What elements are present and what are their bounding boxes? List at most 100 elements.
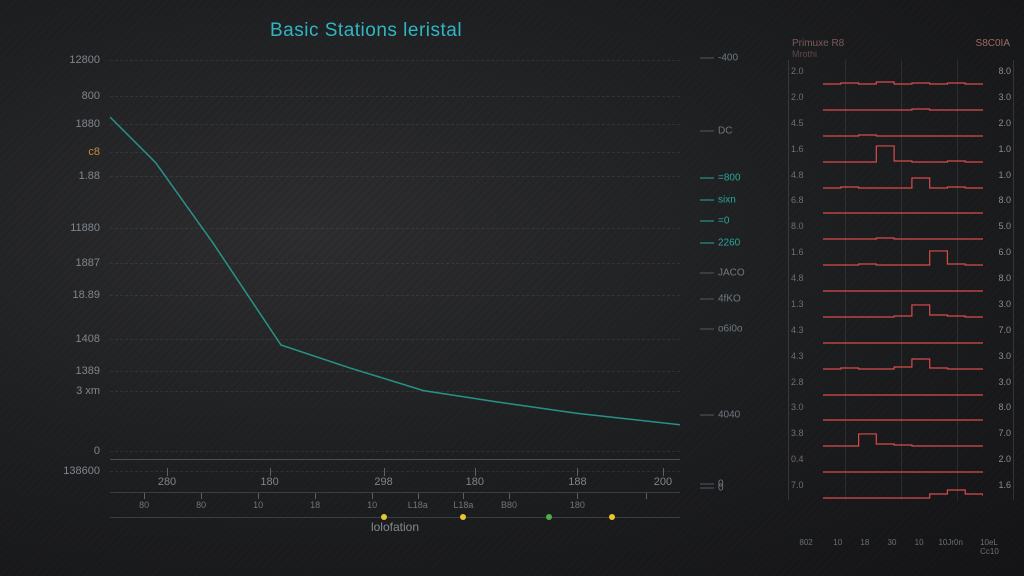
- xtick2-label: 180: [570, 500, 585, 510]
- sparkline-label-right: 3.0: [987, 351, 1011, 361]
- sparkline-row: 4.3 7.0: [789, 319, 1013, 345]
- sparkline-label-right: 8.0: [987, 195, 1011, 205]
- sparkline-xtick: 10: [915, 538, 924, 547]
- sparkline-label-right: 3.0: [987, 299, 1011, 309]
- sparkline-xtick: 10: [833, 538, 842, 547]
- sparkline-label-right: 7.0: [987, 325, 1011, 335]
- xtick2-label: 80: [139, 500, 149, 510]
- sparkline-row: 2.0 8.0: [789, 60, 1013, 86]
- sparkline-label-left: 1.6: [791, 144, 821, 154]
- ytick-label: 18.89: [40, 289, 100, 301]
- mid-label: 2260: [700, 237, 740, 248]
- sparkline-xtick: 18: [860, 538, 869, 547]
- xtick-label: 180: [260, 476, 278, 488]
- sparkline-body: 2.0 8.0 2.0 3.0 4.5 2.0 1.6 1.0 4.8 1.0 6.8 8.0 8.0 5…: [788, 60, 1014, 500]
- ytick-label: 0: [40, 445, 100, 457]
- right-axis-labels: -400DC=800sixn=02260JACO4fKOo6i0o404000: [700, 58, 778, 488]
- sparkline-label-left: 4.5: [791, 118, 821, 128]
- ytick-label: 1408: [40, 333, 100, 345]
- xtick-label: 200: [654, 476, 672, 488]
- sparkline-label-right: 2.0: [987, 454, 1011, 464]
- sparkline-row: 2.83.0: [789, 371, 1013, 397]
- sparkline-row: 1.6 6.0: [789, 241, 1013, 267]
- ytick-label: 3 xm: [40, 385, 100, 397]
- sparkline-label-right: 1.0: [987, 170, 1011, 180]
- sparkline-panel: Primuxe R8 Mrothi S8C0IA 2.0 8.0 2.0 3.0 4.5…: [788, 38, 1014, 538]
- sparkline-xtick: 10eL Cc10: [980, 538, 1003, 556]
- sparkline-row: 8.0 5.0: [789, 215, 1013, 241]
- sparkline-label-left: 3.8: [791, 428, 821, 438]
- ytick-label: 1880: [40, 118, 100, 130]
- sparkline-label-left: 4.3: [791, 325, 821, 335]
- sparkline-row: 4.3 3.0: [789, 345, 1013, 371]
- sparkline-label-left: 2.0: [791, 66, 821, 76]
- sparkline-label-right: 7.0: [987, 428, 1011, 438]
- xtick-label: 280: [158, 476, 176, 488]
- sparkline-row: 4.8 1.0: [789, 164, 1013, 190]
- sparkline-label-right: 8.0: [987, 66, 1011, 76]
- mid-label: -400: [700, 53, 738, 64]
- mid-label: o6i0o: [700, 323, 742, 334]
- xtick-label: 298: [374, 476, 392, 488]
- xtick2-label: 10: [367, 500, 377, 510]
- xtick2-label: 80: [196, 500, 206, 510]
- sparkline-row: 3.8 7.0: [789, 422, 1013, 448]
- mid-label: DC: [700, 126, 732, 137]
- sparkline-label-left: 0.4: [791, 454, 821, 464]
- plot-area: 128008001880c81.8811880188718.8914081389…: [110, 60, 680, 460]
- ytick-label: 800: [40, 90, 100, 102]
- mid-label: sixn: [700, 194, 736, 205]
- xtick2-label: B80: [501, 500, 517, 510]
- sparkline-row: 1.3 3.0: [789, 293, 1013, 319]
- xtick2-label: 18: [310, 500, 320, 510]
- sparkline-label-left: 4.8: [791, 273, 821, 283]
- sparkline-header-left2: Mrothi: [792, 49, 844, 59]
- sparkline-label-left: 4.3: [791, 351, 821, 361]
- sparkline-xtick: 30: [888, 538, 897, 547]
- sparkline-row: 4.5 2.0: [789, 112, 1013, 138]
- sparkline-row: 3.0 8.0: [789, 396, 1013, 422]
- x-axis-secondary: 80 80 10 18 10 L18a L18a B80 180: [110, 492, 680, 518]
- sparkline-label-left: 2.0: [791, 92, 821, 102]
- sparkline-label-right: 5.0: [987, 221, 1011, 231]
- ytick-label: 1.88: [40, 170, 100, 182]
- sparkline-label-left: 8.0: [791, 221, 821, 231]
- sparkline-label-right: 3.0: [987, 377, 1011, 387]
- ytick-label: 1389: [40, 365, 100, 377]
- sparkline-label-right: 1.6: [987, 480, 1011, 490]
- mid-label: =0: [700, 216, 729, 227]
- sparkline-xtick: 10Jr0n: [938, 538, 962, 547]
- sparkline-xtick: 802: [799, 538, 812, 547]
- sparkline-label-left: 1.3: [791, 299, 821, 309]
- sparkline-label-left: 1.6: [791, 247, 821, 257]
- sparkline-label-left: 3.0: [791, 402, 821, 412]
- sparkline-header: Primuxe R8 Mrothi S8C0IA: [788, 38, 1014, 61]
- ytick-label: 138600: [40, 465, 100, 477]
- sparkline-label-right: 6.0: [987, 247, 1011, 257]
- xtick2-label: 10: [253, 500, 263, 510]
- sparkline-label-right: 8.0: [987, 402, 1011, 412]
- page-title: Basic Stations leristal: [270, 20, 462, 42]
- sparkline-header-right: S8C0IA: [976, 38, 1010, 59]
- sparkline-label-left: 6.8: [791, 195, 821, 205]
- sparkline-label-right: 2.0: [987, 118, 1011, 128]
- sparkline-row: 0.4 2.0: [789, 448, 1013, 474]
- mid-label: 4040: [700, 409, 740, 420]
- sparkline-label-right: 8.0: [987, 273, 1011, 283]
- x-axis-primary: 280 180 298 180 188 200: [110, 466, 680, 488]
- xtick-label: 188: [568, 476, 586, 488]
- mid-label: =800: [700, 173, 741, 184]
- ytick-label: 11880: [40, 222, 100, 234]
- mid-label: 0: [700, 483, 724, 494]
- sparkline-label-right: 3.0: [987, 92, 1011, 102]
- sparkline-label-left: 7.0: [791, 480, 821, 490]
- sparkline-row: 7.0 1.6: [789, 474, 1013, 500]
- sparkline-row: 1.6 1.0: [789, 138, 1013, 164]
- mid-label: JACO: [700, 268, 745, 279]
- xtick-label: 180: [466, 476, 484, 488]
- xtick2-label: L18a: [408, 500, 428, 510]
- sparkline-header-left: Primuxe R8: [792, 38, 844, 49]
- sparkline-label-right: 1.0: [987, 144, 1011, 154]
- xtick2-label: L18a: [453, 500, 473, 510]
- sparkline-label-left: 4.8: [791, 170, 821, 180]
